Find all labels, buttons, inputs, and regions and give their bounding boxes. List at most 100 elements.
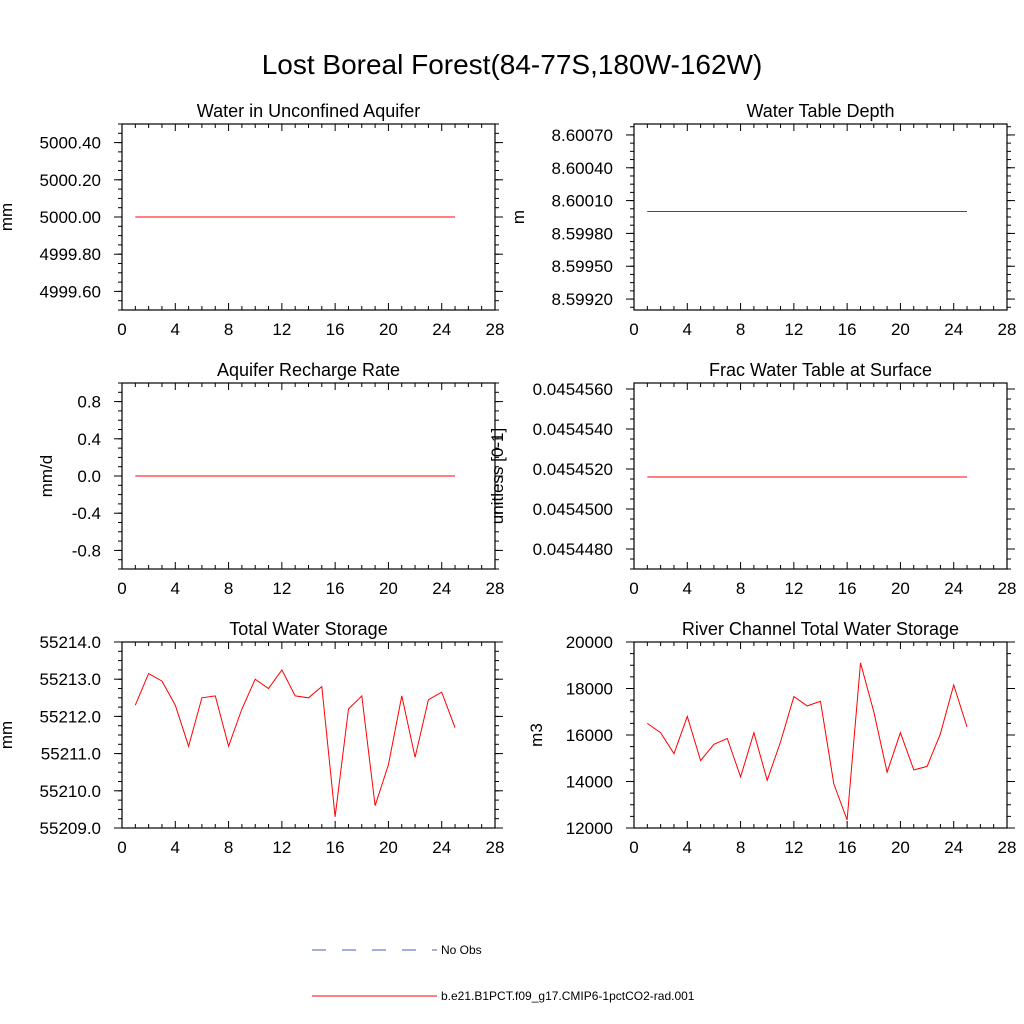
x-tick-label: 28 — [998, 579, 1017, 598]
x-tick-label: 12 — [784, 579, 803, 598]
x-tick-label: 8 — [224, 579, 233, 598]
x-tick-label: 8 — [736, 579, 745, 598]
panel-title: Aquifer Recharge Rate — [217, 360, 400, 380]
x-tick-label: 4 — [171, 579, 180, 598]
y-tick-label: 8.59920 — [552, 290, 613, 309]
panel-3: Aquifer Recharge Rate 0 4 8 12 16 20 24 28 0.8 0.4… — [37, 360, 504, 598]
y-tick-label: 16000 — [566, 726, 613, 745]
x-tick-label: 0 — [117, 838, 126, 857]
y-tick-label: 5000.40 — [40, 134, 101, 153]
x-tick-label: 12 — [784, 320, 803, 339]
y-tick-label: 5000.00 — [40, 208, 101, 227]
y-axis-label: m — [509, 210, 528, 224]
x-tick-label: 16 — [838, 838, 857, 857]
y-axis-label: m3 — [527, 723, 546, 747]
x-tick-label: 28 — [486, 579, 505, 598]
x-tick-label: 0 — [629, 320, 638, 339]
x-tick-label: 28 — [486, 320, 505, 339]
x-tick-label: 20 — [891, 579, 910, 598]
x-tick-label: 0 — [117, 579, 126, 598]
y-tick-label: 0.0454520 — [533, 460, 613, 479]
x-tick-label: 16 — [326, 838, 345, 857]
x-tick-label: 24 — [944, 320, 963, 339]
x-tick-label: 24 — [432, 838, 451, 857]
y-tick-label: 18000 — [566, 680, 613, 699]
y-tick-label: -0.8 — [72, 541, 101, 560]
y-tick-label: 8.60070 — [552, 126, 613, 145]
plot-frame — [121, 641, 496, 829]
x-tick-label: 8 — [224, 838, 233, 857]
y-tick-label: 0.0454500 — [533, 500, 613, 519]
series-line — [647, 662, 968, 821]
y-tick-label: 0.0454480 — [533, 540, 613, 559]
y-tick-label: 0.4 — [77, 430, 101, 449]
x-tick-label: 20 — [379, 579, 398, 598]
x-tick-label: 24 — [432, 579, 451, 598]
x-tick-label: 8 — [736, 838, 745, 857]
panel-4: Frac Water Table at Surface 0 4 8 12 16 20 24 28… — [488, 360, 1016, 598]
x-tick-label: 0 — [629, 579, 638, 598]
legend: No Obs b.e21.B1PCT.f09_g17.CMIP6-1pctCO2-… — [312, 943, 695, 1003]
y-tick-label: 4999.80 — [40, 245, 101, 264]
x-tick-label: 24 — [432, 320, 451, 339]
x-tick-label: 16 — [838, 579, 857, 598]
x-tick-label: 4 — [683, 838, 692, 857]
panel-1: Water in Unconfined Aquifer 0 4 8 12 16 20 24 28… — [0, 101, 504, 339]
y-tick-label: 0.0454560 — [533, 380, 613, 399]
figure-title: Lost Boreal Forest(84-77S,180W-162W) — [262, 49, 763, 80]
y-tick-label: 8.59950 — [552, 257, 613, 276]
y-tick-label: 55213.0 — [40, 670, 101, 689]
x-tick-label: 12 — [272, 579, 291, 598]
x-tick-label: 20 — [379, 838, 398, 857]
x-tick-label: 12 — [272, 320, 291, 339]
x-tick-label: 12 — [784, 838, 803, 857]
x-tick-label: 4 — [683, 579, 692, 598]
y-axis-label: mm/d — [37, 455, 56, 498]
y-tick-label: 8.60010 — [552, 192, 613, 211]
panel-title: Total Water Storage — [229, 619, 387, 639]
y-axis-label: unitless [0-1] — [488, 428, 507, 524]
legend-label: b.e21.B1PCT.f09_g17.CMIP6-1pctCO2-rad.00… — [441, 989, 695, 1003]
x-tick-label: 24 — [944, 838, 963, 857]
panel-title: Water in Unconfined Aquifer — [197, 101, 420, 121]
x-tick-label: 0 — [117, 320, 126, 339]
y-tick-label: 55212.0 — [40, 707, 101, 726]
y-tick-label: 55211.0 — [41, 745, 101, 764]
plot-frame — [633, 641, 1008, 829]
y-tick-label: 14000 — [566, 773, 613, 792]
x-tick-label: 16 — [326, 579, 345, 598]
panel-title: Frac Water Table at Surface — [709, 360, 932, 380]
legend-label: No Obs — [441, 943, 482, 957]
x-tick-label: 8 — [736, 320, 745, 339]
y-tick-label: 55210.0 — [40, 782, 101, 801]
y-tick-label: 8.60040 — [552, 159, 613, 178]
panels: Water in Unconfined Aquifer 0 4 8 12 16 20 24 28… — [0, 101, 1016, 857]
y-tick-label: 55214.0 — [40, 633, 101, 652]
series-line — [134, 668, 456, 817]
y-tick-label: 0.0 — [77, 467, 101, 486]
x-tick-label: 0 — [629, 838, 638, 857]
panel-title: River Channel Total Water Storage — [682, 619, 959, 639]
plot-frame — [633, 123, 1008, 311]
x-tick-label: 28 — [486, 838, 505, 857]
x-tick-label: 28 — [998, 320, 1017, 339]
y-tick-label: 12000 — [566, 819, 613, 838]
x-tick-label: 24 — [944, 579, 963, 598]
y-tick-label: 5000.20 — [40, 171, 101, 190]
x-tick-label: 20 — [379, 320, 398, 339]
y-axis-label: mm — [0, 721, 16, 749]
x-tick-label: 4 — [683, 320, 692, 339]
plot-frame — [633, 382, 1008, 570]
x-tick-label: 4 — [171, 838, 180, 857]
panel-5: Total Water Storage 0 4 8 12 16 20 24 28 55214.0 5… — [0, 619, 504, 857]
x-tick-label: 12 — [272, 838, 291, 857]
y-tick-label: 0.0454540 — [533, 420, 613, 439]
x-tick-label: 20 — [891, 838, 910, 857]
y-tick-label: 0.8 — [77, 393, 101, 412]
y-tick-label: -0.4 — [72, 504, 101, 523]
y-tick-label: 4999.60 — [40, 282, 101, 301]
x-tick-label: 4 — [171, 320, 180, 339]
x-tick-label: 16 — [326, 320, 345, 339]
x-tick-label: 16 — [838, 320, 857, 339]
